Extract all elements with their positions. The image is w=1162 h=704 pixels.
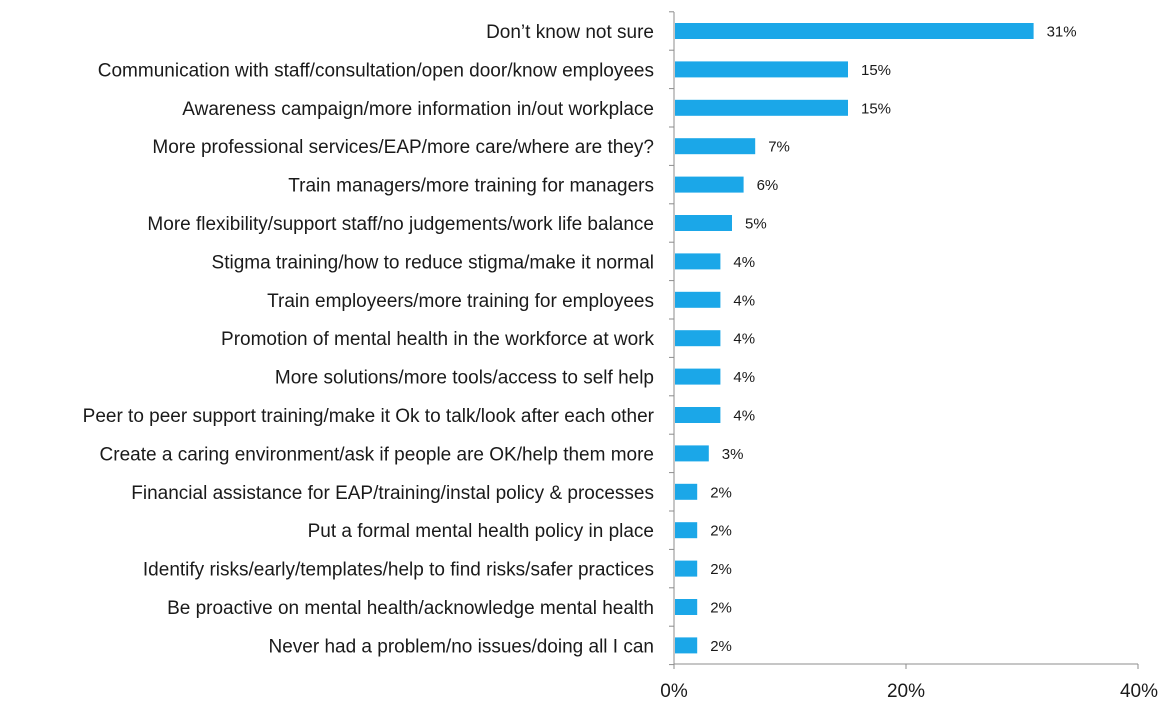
data-label: 2% xyxy=(710,484,732,501)
bar xyxy=(675,637,698,654)
bar xyxy=(675,483,698,500)
bar xyxy=(675,99,848,116)
bar xyxy=(675,291,721,308)
data-label: 7% xyxy=(768,139,790,156)
data-label: 15% xyxy=(861,100,891,117)
data-label: 4% xyxy=(733,254,755,271)
category-label: Train employeers/more training for emplo… xyxy=(267,291,654,312)
bar xyxy=(675,138,756,155)
bar xyxy=(675,330,721,347)
data-label: 4% xyxy=(733,292,755,309)
bar xyxy=(675,522,698,539)
category-label: Identify risks/early/templates/help to f… xyxy=(143,560,654,581)
bar xyxy=(675,368,721,385)
bar xyxy=(675,407,721,423)
category-label: Train managers/more training for manager… xyxy=(288,176,654,197)
data-label: 2% xyxy=(710,523,732,540)
data-label: 5% xyxy=(745,216,767,233)
bar xyxy=(675,23,1034,39)
data-label: 15% xyxy=(861,62,891,79)
data-label: 2% xyxy=(710,561,732,578)
data-label: 2% xyxy=(710,600,732,617)
category-label: More flexibility/support staff/no judgem… xyxy=(147,214,654,235)
category-label: Don’t know not sure xyxy=(486,22,654,43)
category-label: Stigma training/how to reduce stigma/mak… xyxy=(212,252,654,273)
category-label: Financial assistance for EAP/training/in… xyxy=(131,483,654,504)
bar xyxy=(675,61,848,78)
category-label: Communication with staff/consultation/op… xyxy=(98,60,654,81)
x-tick-label: 0% xyxy=(660,681,688,702)
bar xyxy=(675,253,721,270)
data-label: 2% xyxy=(710,638,732,655)
bar xyxy=(675,445,709,462)
category-label: Create a caring environment/ask if peopl… xyxy=(100,444,654,465)
bar xyxy=(675,176,744,193)
category-label: Put a formal mental health policy in pla… xyxy=(308,521,654,542)
category-label: Awareness campaign/more information in/o… xyxy=(182,99,654,120)
category-label: Be proactive on mental health/acknowledg… xyxy=(167,598,654,619)
data-label: 4% xyxy=(733,408,755,425)
bar xyxy=(675,560,698,577)
category-label: More professional services/EAP/more care… xyxy=(152,137,654,158)
data-label: 6% xyxy=(757,177,779,194)
bar xyxy=(675,599,698,615)
category-label: Peer to peer support training/make it Ok… xyxy=(83,406,655,427)
data-label: 4% xyxy=(733,331,755,348)
bar xyxy=(675,215,732,231)
data-label: 31% xyxy=(1047,24,1077,41)
data-label: 3% xyxy=(722,446,744,463)
category-label: More solutions/more tools/access to self… xyxy=(275,368,654,389)
x-tick-label: 40% xyxy=(1120,681,1158,702)
category-label: Promotion of mental health in the workfo… xyxy=(221,329,654,350)
data-label: 4% xyxy=(733,369,755,386)
category-label: Never had a problem/no issues/doing all … xyxy=(268,636,654,657)
x-tick-label: 20% xyxy=(887,681,925,702)
